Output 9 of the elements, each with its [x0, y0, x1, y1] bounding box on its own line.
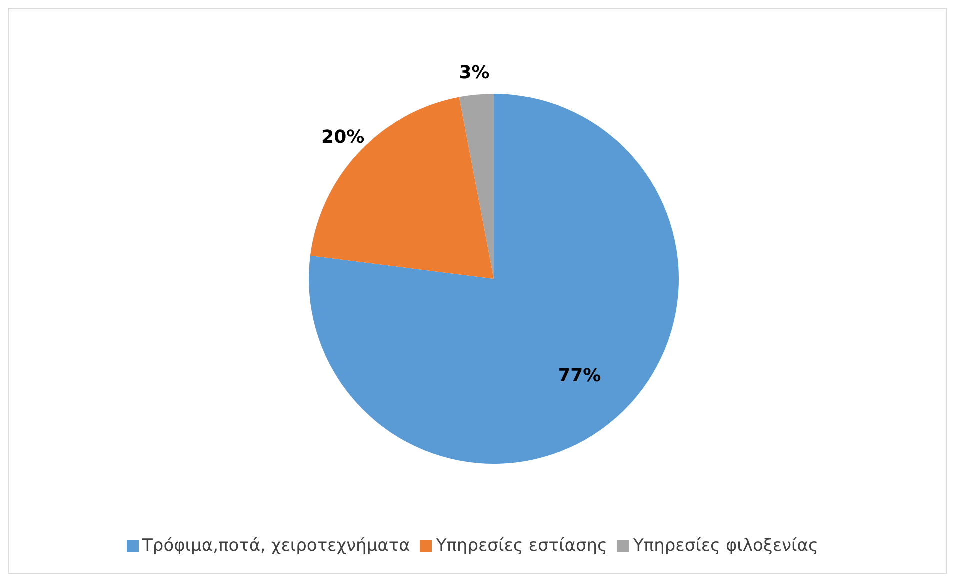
data-label: 77%: [558, 366, 602, 387]
pie-slice: [310, 97, 494, 279]
pie-slice: [459, 94, 494, 279]
pie-slice: [309, 94, 679, 464]
data-label: 3%: [459, 62, 490, 84]
legend-label: Τρόφιμα,ποτά, χειροτεχνήματα: [142, 536, 410, 556]
legend-label: Υπηρεσίες εστίασης: [436, 536, 608, 556]
data-label: 20%: [322, 126, 365, 148]
legend-label: Υπηρεσίες φιλοξενίας: [633, 536, 818, 556]
